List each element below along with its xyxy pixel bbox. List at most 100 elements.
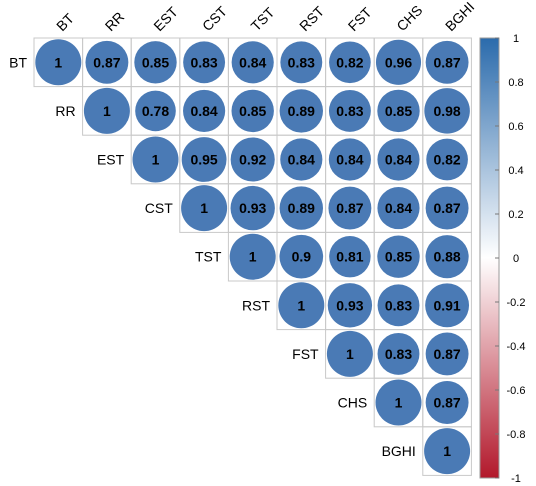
colorbar-tick-label: 1 — [513, 33, 519, 45]
colorbar-tick-label: 0.6 — [508, 121, 523, 133]
row-label-layer: BT RR EST CST TST RST FST CHS BGHI — [9, 54, 416, 459]
corr-value-rr-tst: 0.85 — [239, 103, 266, 119]
corr-value-cst-chs: 0.84 — [385, 200, 412, 216]
column-label-bt: BT — [53, 10, 77, 34]
row-label-bt: BT — [9, 54, 27, 70]
corr-circle-rr-bghi — [424, 88, 470, 134]
corr-circle-est-cst — [181, 137, 227, 182]
corr-circle-bt-cst — [183, 41, 226, 84]
row-label-bghi: BGHI — [382, 443, 416, 459]
corr-circle-bghi-bghi — [424, 428, 471, 475]
corr-circle-bt-bghi — [425, 40, 469, 84]
row-label-rr: RR — [55, 103, 75, 119]
corr-circle-cst-rst — [279, 186, 323, 230]
colorbar: 1 0.8 0.6 0.4 0.2 0 -0.2 -0.4 -0.6 -0.8 -1 — [479, 33, 525, 485]
corr-circle-est-est — [132, 136, 179, 183]
corr-value-est-tst: 0.92 — [239, 152, 266, 168]
grid-layer — [33, 37, 472, 476]
corr-value-bt-cst: 0.83 — [190, 54, 217, 70]
colorbar-ticks: 1 0.8 0.6 0.4 0.2 0 -0.2 -0.4 -0.6 -0.8 -1 — [495, 33, 525, 485]
corr-circle-rst-rst — [278, 282, 325, 329]
row-label-rst: RST — [242, 297, 270, 313]
corr-circle-rr-cst — [183, 89, 226, 132]
value-label-layer: 1 0.87 0.85 0.83 0.84 0.83 0.82 0.96 0.87 1 0.78 0.… — [54, 54, 461, 459]
corr-circle-cst-tst — [230, 185, 275, 231]
column-label-cst: CST — [199, 3, 230, 34]
corr-value-rr-chs: 0.85 — [385, 103, 412, 119]
column-label-layer: BT RR EST CST TST RST FST CHS BGHI — [53, 0, 477, 34]
corr-value-rr-fst: 0.83 — [336, 103, 363, 119]
corr-value-bt-est: 0.85 — [142, 54, 169, 70]
corr-circle-est-rst — [280, 138, 323, 181]
corr-circle-tst-bghi — [425, 235, 469, 279]
corr-value-rr-est: 0.78 — [142, 103, 169, 119]
colorbar-tick-label: -0.4 — [507, 341, 526, 353]
corr-circle-bt-bt — [35, 39, 82, 86]
corr-value-bt-rst: 0.83 — [288, 54, 315, 70]
corr-value-est-bghi: 0.82 — [433, 152, 460, 168]
corr-circle-tst-chs — [377, 235, 420, 278]
corr-circle-est-tst — [230, 137, 275, 182]
corr-value-bt-tst: 0.84 — [239, 54, 266, 70]
corr-value-tst-bghi: 0.88 — [433, 249, 460, 265]
corr-value-tst-rst: 0.9 — [292, 249, 312, 265]
corr-circle-rr-chs — [377, 89, 420, 133]
corr-value-est-est: 1 — [152, 152, 160, 168]
corr-circle-bt-tst — [231, 41, 274, 84]
corr-circle-rst-bghi — [425, 283, 470, 328]
corr-value-cst-cst: 1 — [200, 200, 208, 216]
colorbar-tick-label: 0.2 — [508, 209, 523, 221]
corr-circle-tst-tst — [229, 233, 276, 280]
corr-circle-est-fst — [328, 138, 371, 181]
column-label-rst: RST — [296, 3, 327, 34]
corr-circle-rr-est — [135, 90, 176, 132]
corr-value-tst-tst: 1 — [249, 249, 257, 265]
corr-value-fst-fst: 1 — [346, 346, 354, 362]
corr-circle-est-bghi — [426, 138, 468, 181]
row-label-fst: FST — [292, 346, 319, 362]
corr-value-cst-bghi: 0.87 — [433, 200, 460, 216]
corr-circle-rr-tst — [231, 89, 274, 133]
corr-value-bt-bghi: 0.87 — [433, 54, 460, 70]
corr-circle-cst-bghi — [425, 186, 469, 230]
corr-value-rr-rst: 0.89 — [288, 103, 315, 119]
corr-circle-fst-chs — [377, 332, 420, 375]
colorbar-tick-label: 0.4 — [508, 165, 523, 177]
colorbar-tick-label: 0.8 — [508, 77, 523, 89]
corr-value-bt-bt: 1 — [54, 54, 62, 70]
row-label-cst: CST — [145, 200, 173, 216]
corr-circle-cst-fst — [328, 186, 372, 230]
colorbar-tick-label: -1 — [511, 473, 521, 485]
corr-value-rst-bghi: 0.91 — [433, 297, 460, 313]
column-label-chs: CHS — [393, 2, 425, 34]
corr-value-est-cst: 0.95 — [190, 152, 217, 168]
corr-circle-est-chs — [377, 138, 420, 181]
corr-value-cst-rst: 0.89 — [288, 200, 315, 216]
corr-value-tst-chs: 0.85 — [385, 249, 412, 265]
corr-value-bghi-bghi: 1 — [443, 443, 451, 459]
grid-cell-bghi-bghi — [422, 426, 472, 476]
row-label-est: EST — [97, 152, 125, 168]
corr-value-rst-fst: 0.93 — [336, 297, 363, 313]
corr-value-bt-fst: 0.82 — [336, 54, 363, 70]
corr-circle-cst-cst — [181, 185, 228, 232]
corr-value-cst-tst: 0.93 — [239, 200, 266, 216]
corr-value-tst-fst: 0.81 — [336, 249, 363, 265]
corr-circle-rst-fst — [327, 283, 373, 328]
corr-value-rr-rr: 1 — [103, 103, 111, 119]
corr-circle-chs-chs — [375, 379, 422, 426]
colorbar-tick-label: -0.8 — [507, 429, 526, 441]
column-label-est: EST — [150, 3, 181, 34]
corr-circle-chs-bghi — [425, 381, 469, 424]
corr-circle-bt-est — [134, 41, 177, 84]
corr-circle-bt-rr — [85, 40, 129, 84]
corr-value-rst-rst: 1 — [297, 297, 305, 313]
corr-value-rr-cst: 0.84 — [190, 103, 217, 119]
corr-value-rr-bghi: 0.98 — [433, 103, 460, 119]
corr-value-chs-chs: 1 — [395, 395, 403, 411]
corr-circle-fst-bghi — [425, 332, 469, 376]
corr-value-rst-chs: 0.83 — [385, 297, 412, 313]
corr-value-est-rst: 0.84 — [288, 152, 315, 168]
corr-circle-fst-fst — [326, 330, 373, 377]
colorbar-tick-label: 0 — [513, 253, 519, 265]
